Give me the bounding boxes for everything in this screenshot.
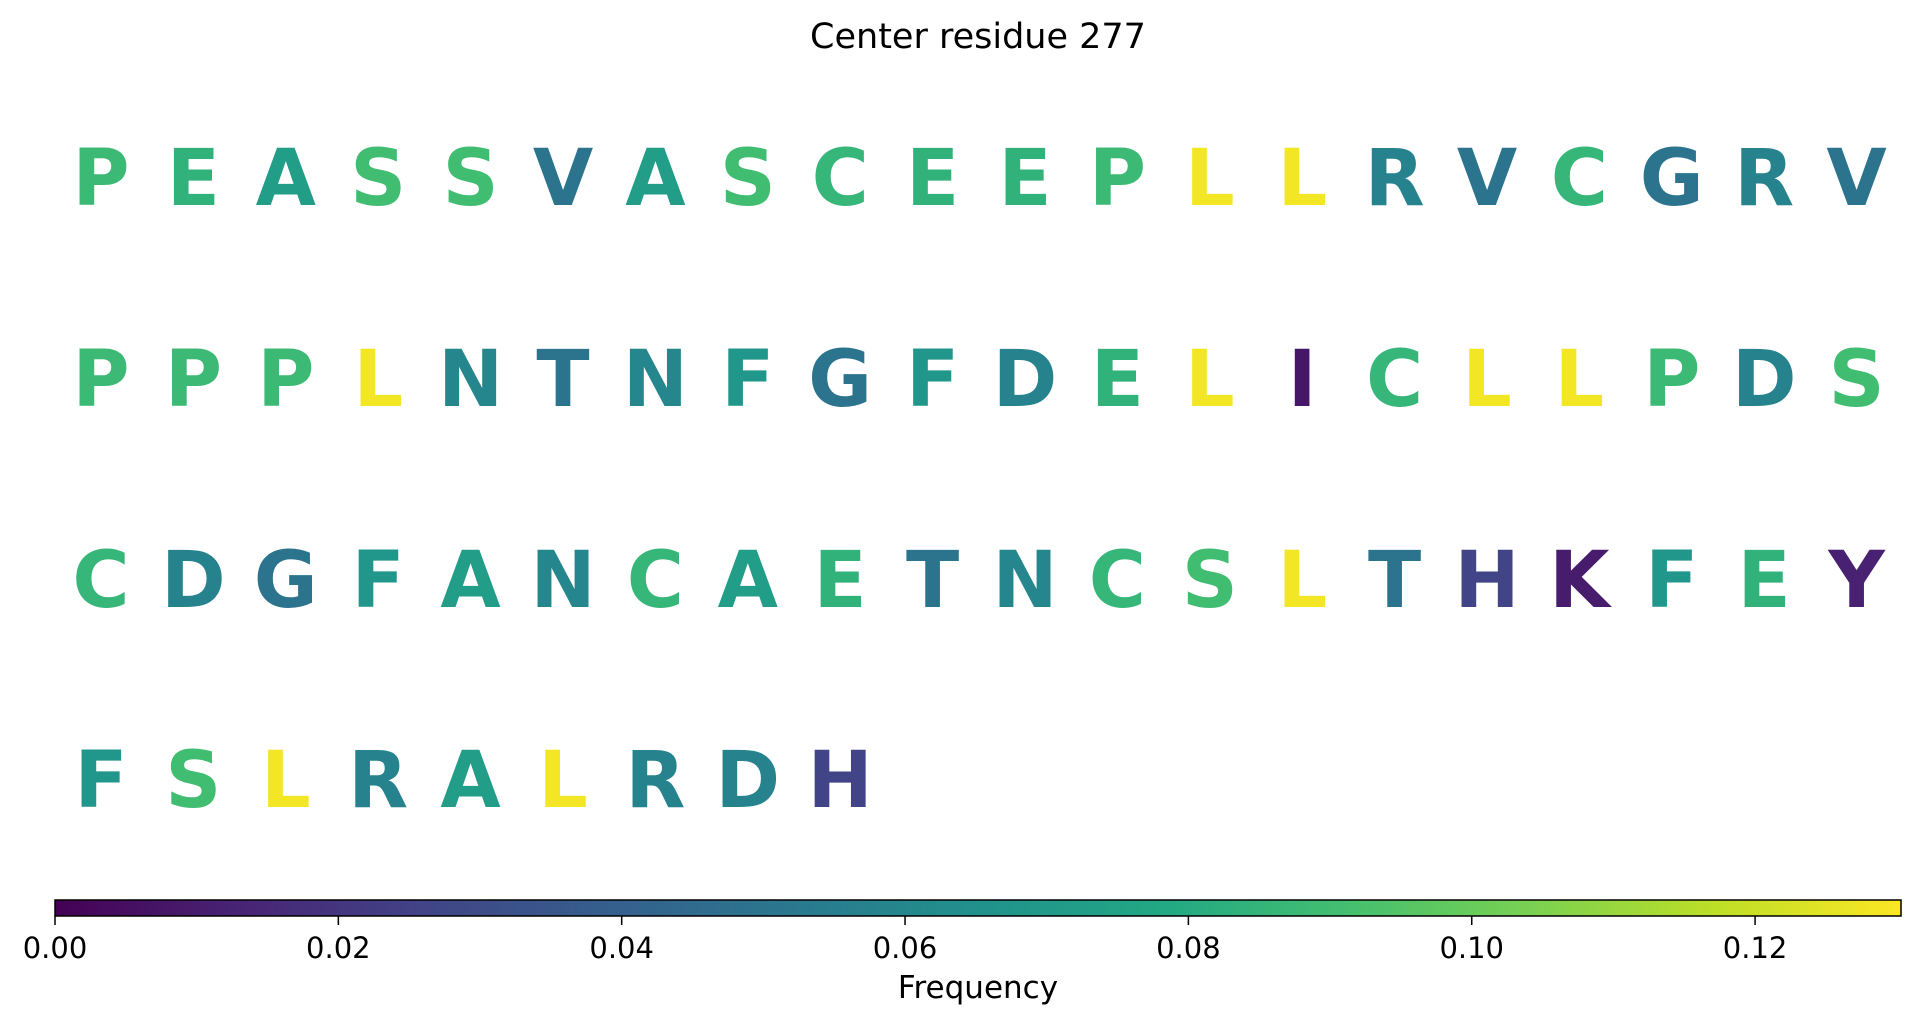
residue-letter: I [1288,335,1317,425]
residue-letter: K [1549,536,1612,626]
residue-letter: C [812,134,869,224]
residue-letter: F [1645,536,1698,626]
residue-letter: A [440,736,500,826]
residue-letter: R [348,736,408,826]
residue-letter: N [623,335,688,425]
residue-letter: G [254,536,318,626]
colorbar-ticks: 0.00 0.02 0.04 0.06 0.08 0.10 0.12 [23,916,1788,965]
residue-letter: T [906,536,959,626]
residue-letter: E [167,134,220,224]
residue-letter: N [438,335,503,425]
colorbar-label: Frequency [898,970,1058,1006]
residue-letter: P [72,335,129,425]
residue-letter: G [808,335,872,425]
residue-letter: R [625,736,685,826]
residue-letter: C [627,536,684,626]
residue-letter: D [1732,335,1797,425]
colorbar: 0.00 0.02 0.04 0.06 0.08 0.10 0.12 Frequency [23,899,1902,1006]
residue-letter: E [906,134,959,224]
residue-letter: L [538,736,588,826]
colorbar-tick-label: 0.10 [1439,931,1504,965]
residue-letter: L [1462,335,1512,425]
colorbar-tick-label: 0.12 [1723,931,1788,965]
residue-letter: F [74,736,127,826]
residue-letter: T [536,335,589,425]
residue-letter: P [165,335,222,425]
residue-letter: P [72,134,129,224]
residue-letter: N [530,536,595,626]
colorbar-gradient [54,899,1902,917]
residue-letter: A [440,536,500,626]
residue-letter: G [1640,134,1704,224]
colorbar-tick-label: 0.02 [306,931,371,965]
residue-letter: P [1643,335,1700,425]
residue-letter: A [256,134,316,224]
colorbar-tick-label: 0.00 [23,931,88,965]
residue-letter: C [1366,335,1423,425]
residue-letter: S [350,134,406,224]
residue-letter: D [993,335,1058,425]
residue-letter: S [443,134,499,224]
residue-letter: H [808,736,873,826]
residue-letter: S [1829,335,1885,425]
residue-letter: L [1277,134,1327,224]
residue-letter: C [72,536,129,626]
residue-letter: E [1738,536,1791,626]
colorbar-tick-label: 0.06 [873,931,938,965]
colorbar-tick-label: 0.04 [589,931,654,965]
residue-letter: N [992,536,1057,626]
residue-letter: L [261,736,311,826]
residue-letter: E [1091,335,1144,425]
residue-letter: F [721,335,774,425]
residue-letter: L [1185,335,1235,425]
residue-letter: L [1185,134,1235,224]
residue-letter: D [715,736,780,826]
residue-letter: R [1365,134,1425,224]
residue-letter: Y [1827,536,1886,626]
residue-letter: P [1089,134,1146,224]
residue-letter: E [998,134,1051,224]
residue-letter: V [1457,134,1517,224]
residue-letter: F [352,536,405,626]
residue-letter: L [1555,335,1605,425]
residue-letter: A [625,134,685,224]
residue-letter: D [161,536,226,626]
residue-letter: H [1454,536,1519,626]
residue-letter: L [1277,536,1327,626]
residue-letter: P [257,335,314,425]
residue-letter: V [533,134,593,224]
chart-title: Center residue 277 [810,17,1146,57]
residue-letter: L [353,335,403,425]
residue-letter: C [1551,134,1608,224]
residue-letter: F [906,335,959,425]
residue-letter: T [1368,536,1421,626]
colorbar-tick-label: 0.08 [1156,931,1221,965]
residue-letter: E [814,536,867,626]
residue-letter: R [1734,134,1794,224]
residue-letter: A [718,536,778,626]
residue-letters: P E A S S V A S C E E P L L R V C G R VP P P L N T N F G F D E L I C L L P D S… [72,134,1886,826]
residue-letter: V [1826,134,1886,224]
residue-letter: S [720,134,776,224]
residue-letter: S [1182,536,1238,626]
residue-letter: S [165,736,221,826]
residue-letter: C [1089,536,1146,626]
